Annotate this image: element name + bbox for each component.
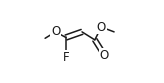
Text: F: F [63,51,69,64]
Text: O: O [97,21,106,34]
Text: O: O [100,49,109,62]
Text: O: O [51,25,60,38]
